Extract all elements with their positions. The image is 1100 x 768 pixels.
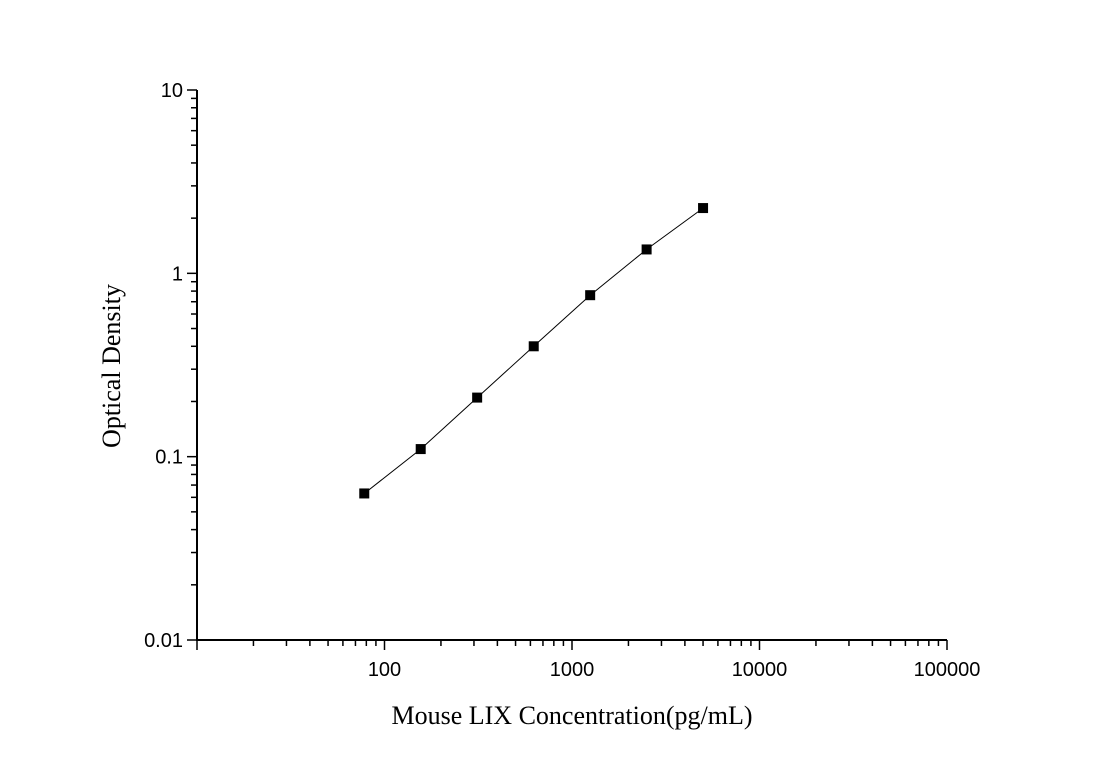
x-tick-label: 100000 [914,659,981,681]
ticks [187,89,948,650]
data-point [415,444,426,455]
data-point [472,392,483,403]
y-tick-label: 0.01 [144,630,183,652]
data-point [359,488,370,499]
x-tick-label: 100 [368,659,401,681]
tick-labels: 100 1000 10000 100000 0.01 0.1 1 10 [144,80,980,681]
y-axis-title: Optical Density [97,284,126,448]
data-point [698,203,709,214]
data-point [528,341,539,352]
data-point [585,290,596,301]
data-point [641,244,652,255]
axes [196,90,947,641]
y-tick-label: 10 [161,80,183,102]
x-axis-title: Mouse LIX Concentration(pg/mL) [391,701,752,730]
x-tick-label: 1000 [550,659,595,681]
x-tick-label: 10000 [732,659,788,681]
y-tick-label: 1 [172,263,183,285]
y-tick-label: 0.1 [155,447,183,469]
data-points [359,203,709,499]
